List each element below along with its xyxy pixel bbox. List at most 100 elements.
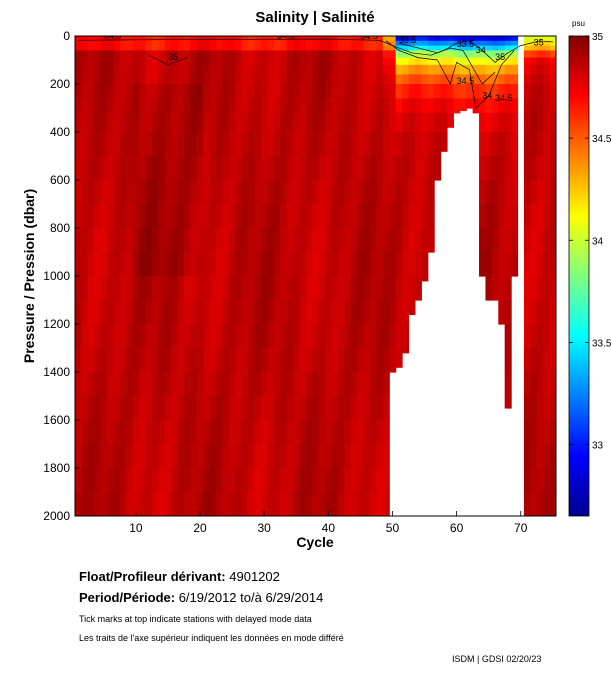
heat-cell <box>228 396 236 421</box>
heat-cell <box>530 348 538 373</box>
heat-cell <box>350 324 358 349</box>
heat-cell <box>504 84 512 99</box>
heat-cell <box>414 40 422 47</box>
heat-cell <box>94 372 102 397</box>
heat-cell <box>312 40 320 47</box>
heat-cell <box>421 276 429 282</box>
heat-cell <box>100 300 108 325</box>
heat-cell <box>325 372 333 397</box>
heat-cell <box>530 396 538 421</box>
heat-cell <box>382 156 390 181</box>
heat-cell <box>132 98 140 114</box>
heat-cell <box>325 36 333 42</box>
heat-cell <box>177 252 185 277</box>
heat-cell <box>357 444 365 469</box>
heat-cell <box>408 84 416 99</box>
note-french: Les traits de l'axe supérieur indiquent … <box>79 633 344 643</box>
heat-cell <box>75 84 83 99</box>
heat-cell <box>536 180 544 205</box>
heat-cell <box>389 132 397 157</box>
heat-cell <box>81 324 89 349</box>
heat-cell <box>126 180 134 205</box>
heat-cell <box>222 112 230 133</box>
heat-cell <box>280 348 288 373</box>
heat-cell <box>216 84 224 99</box>
heat-cell <box>87 300 95 325</box>
heat-cell <box>511 50 519 59</box>
heat-cell <box>402 36 410 42</box>
heat-cell <box>350 276 358 301</box>
heat-cell <box>267 204 275 229</box>
heat-cell <box>241 74 249 85</box>
heat-cell <box>100 420 108 445</box>
heat-cell <box>376 112 384 133</box>
heat-cell <box>331 40 339 47</box>
contour-label: 33.5 <box>399 35 417 45</box>
heat-cell <box>472 40 480 47</box>
heat-cell <box>164 372 172 397</box>
heat-cell <box>87 156 95 181</box>
heat-cell <box>158 348 166 373</box>
heat-cell <box>363 204 371 229</box>
heat-cell <box>530 204 538 229</box>
float-label: Float/Profileur dérivant: <box>79 569 226 584</box>
heat-cell <box>395 98 403 114</box>
heat-cell <box>267 444 275 469</box>
heat-cell <box>203 50 211 59</box>
heat-cell <box>222 64 230 75</box>
heat-cell <box>107 36 115 42</box>
heat-cell <box>280 252 288 277</box>
heat-cell <box>402 57 410 66</box>
heat-cell <box>504 396 512 409</box>
heat-cell <box>530 98 538 114</box>
contour-line <box>398 42 496 85</box>
y-tick-label: 400 <box>50 125 70 139</box>
heat-cell <box>344 300 352 325</box>
heat-cell <box>344 252 352 277</box>
heat-cell <box>350 468 358 493</box>
heat-cell <box>196 492 204 516</box>
heat-cell <box>504 64 512 75</box>
heat-cell <box>325 132 333 157</box>
heat-cell <box>235 57 243 66</box>
heat-cell <box>100 84 108 99</box>
heat-cell <box>485 204 493 229</box>
heat-cell <box>536 324 544 349</box>
heat-cell <box>94 74 102 85</box>
heat-cell <box>164 156 172 181</box>
heat-cell <box>81 492 89 516</box>
heat-cell <box>273 64 281 75</box>
heat-cell <box>280 492 288 516</box>
heat-cell <box>421 112 429 133</box>
heat-cell <box>305 204 313 229</box>
heat-cell <box>151 57 159 66</box>
heat-cell <box>536 204 544 229</box>
heat-cell <box>363 300 371 325</box>
heat-cell <box>543 324 551 349</box>
heat-cell <box>402 84 410 99</box>
heat-cell <box>164 64 172 75</box>
contour-label: 34.5 <box>104 30 122 40</box>
heat-cell <box>357 348 365 373</box>
y-tick-label: 1000 <box>43 269 70 283</box>
heat-cell <box>267 132 275 157</box>
heat-cell <box>286 45 294 51</box>
heat-cell <box>184 276 192 301</box>
heat-cell <box>203 156 211 181</box>
heat-cell <box>536 228 544 253</box>
heat-cell <box>177 98 185 114</box>
heat-cell <box>113 132 121 157</box>
heat-cell <box>331 324 339 349</box>
heat-cell <box>312 84 320 99</box>
heat-cell <box>312 204 320 229</box>
heat-cell <box>530 57 538 66</box>
heat-cell <box>280 396 288 421</box>
heat-cell <box>299 204 307 229</box>
heat-cell <box>376 492 384 516</box>
heat-cell <box>402 132 410 157</box>
heat-cell <box>248 348 256 373</box>
heat-cell <box>363 444 371 469</box>
heat-cell <box>107 50 115 59</box>
heat-cell <box>472 84 480 99</box>
heat-cell <box>75 156 83 181</box>
